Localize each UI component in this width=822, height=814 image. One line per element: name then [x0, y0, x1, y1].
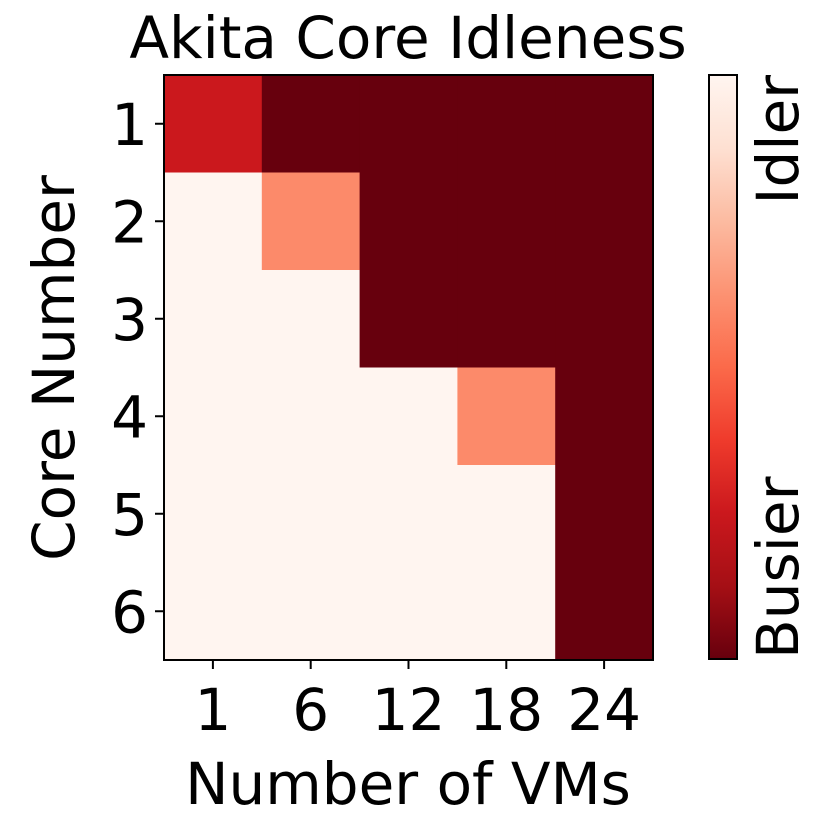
- heatmap-cell: [555, 465, 654, 564]
- heatmap-cell: [164, 172, 263, 271]
- y-axis-label: Core Number: [20, 175, 88, 561]
- heatmap-cell: [359, 270, 458, 369]
- colorbar-top-label: Idler: [744, 75, 812, 205]
- chart-title: Akita Core Idleness: [129, 4, 686, 72]
- heatmap-cell: [261, 465, 361, 564]
- heatmap-cell: [457, 367, 556, 466]
- heatmap-cell: [555, 367, 654, 466]
- heatmap-cell: [164, 75, 263, 174]
- heatmap-cell: [555, 270, 654, 369]
- colorbar: [708, 74, 738, 660]
- heatmap-cell: [359, 465, 458, 564]
- y-tick-label: 2: [111, 188, 148, 256]
- heatmap-cell: [164, 562, 263, 661]
- x-tick-label: 6: [292, 676, 329, 744]
- heatmap-cell: [359, 75, 458, 174]
- heatmap-cell: [457, 75, 556, 174]
- heatmap-cell: [359, 172, 458, 271]
- x-axis-ticks: 1 6 12 18 24: [194, 660, 641, 744]
- heatmap-cell: [164, 270, 263, 369]
- heatmap-cell: [457, 172, 556, 271]
- heatmap-cell: [555, 562, 654, 661]
- heatmap-cell: [261, 562, 361, 661]
- x-tick-label: 24: [567, 676, 641, 744]
- x-axis-label: Number of VMs: [185, 750, 631, 814]
- x-tick-label: 12: [372, 676, 446, 744]
- colorbar-bottom-label: Busier: [744, 476, 812, 659]
- heatmap-cell: [555, 75, 654, 174]
- y-tick-label: 4: [111, 383, 148, 451]
- x-tick-label: 1: [194, 676, 231, 744]
- heatmap-cell: [359, 367, 458, 466]
- heatmap-cell: [164, 367, 263, 466]
- heatmap-cell: [555, 172, 654, 271]
- y-tick-label: 5: [111, 481, 148, 549]
- y-tick-label: 6: [111, 578, 148, 646]
- heatmap-cells: [164, 75, 654, 661]
- heatmap-cell: [457, 270, 556, 369]
- heatmap-cell: [261, 270, 361, 369]
- x-tick-label: 18: [469, 676, 543, 744]
- heatmap-cell: [359, 562, 458, 661]
- heatmap-cell: [457, 465, 556, 564]
- y-axis-ticks: 1 2 3 4 5 6: [111, 91, 164, 646]
- heatmap-cell: [457, 562, 556, 661]
- heatmap-cell: [261, 367, 361, 466]
- heatmap-cell: [261, 172, 361, 271]
- y-tick-label: 3: [111, 286, 148, 354]
- heatmap-cell: [261, 75, 361, 174]
- y-tick-label: 1: [111, 91, 148, 159]
- heatmap-cell: [164, 465, 263, 564]
